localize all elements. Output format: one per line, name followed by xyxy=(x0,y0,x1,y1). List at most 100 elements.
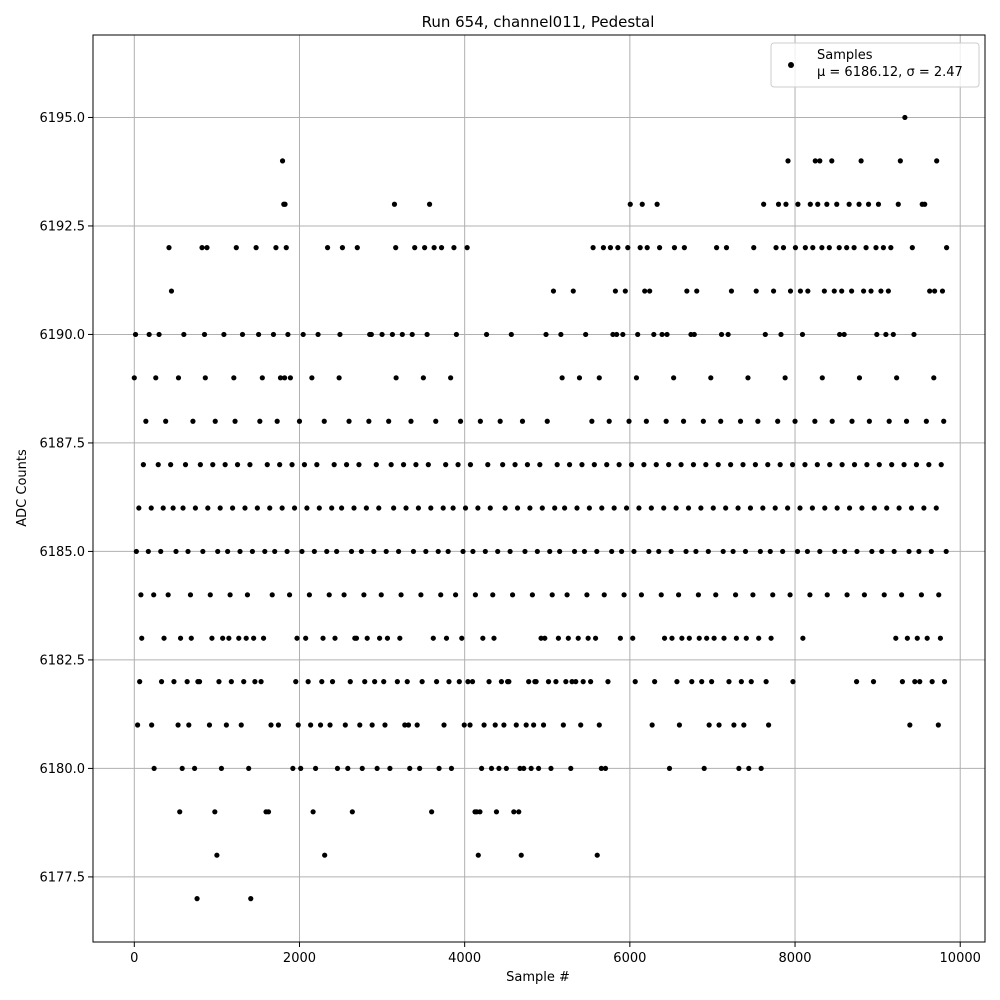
data-point xyxy=(376,635,383,641)
data-point xyxy=(849,418,855,424)
data-point xyxy=(255,331,262,338)
data-point xyxy=(856,201,862,207)
data-point xyxy=(723,505,729,511)
data-point xyxy=(533,679,539,685)
data-point xyxy=(293,679,299,685)
data-point xyxy=(433,418,439,424)
data-point xyxy=(443,635,450,641)
data-point xyxy=(206,722,213,728)
data-point xyxy=(527,505,533,511)
data-point xyxy=(233,245,239,251)
data-point xyxy=(251,635,257,641)
legend-box xyxy=(770,42,980,88)
data-point xyxy=(304,505,310,511)
data-point xyxy=(327,722,333,728)
data-point xyxy=(509,592,516,598)
legend-label: Samples xyxy=(817,48,873,63)
data-point xyxy=(433,679,440,685)
data-point xyxy=(804,548,811,555)
data-point xyxy=(711,635,717,641)
data-point xyxy=(168,288,175,294)
data-point xyxy=(257,418,263,424)
data-point xyxy=(294,635,300,641)
data-point xyxy=(496,765,502,772)
data-point xyxy=(373,462,379,468)
data-point xyxy=(526,679,532,685)
data-point xyxy=(145,548,151,555)
data-point xyxy=(671,245,678,251)
data-point xyxy=(933,505,939,511)
data-point xyxy=(299,548,305,555)
data-point xyxy=(628,462,635,468)
data-point xyxy=(200,548,206,555)
data-point xyxy=(475,505,481,511)
data-point xyxy=(863,245,869,251)
data-point xyxy=(562,505,568,511)
data-point xyxy=(548,765,554,772)
data-point xyxy=(679,635,685,641)
data-point xyxy=(618,548,625,555)
data-point xyxy=(824,201,830,207)
data-point xyxy=(831,288,837,294)
data-point xyxy=(802,462,808,468)
data-point xyxy=(860,288,867,294)
data-point xyxy=(596,722,602,728)
data-point xyxy=(821,288,827,294)
data-point xyxy=(579,462,585,468)
data-point xyxy=(216,679,222,685)
data-point xyxy=(492,722,498,728)
data-point xyxy=(706,722,712,728)
data-point xyxy=(854,548,860,555)
data-point xyxy=(553,679,559,685)
data-point xyxy=(446,679,452,685)
data-point xyxy=(737,418,744,424)
data-point xyxy=(282,375,288,381)
data-point xyxy=(502,505,508,511)
data-point xyxy=(369,722,375,728)
data-point xyxy=(453,331,460,338)
data-point xyxy=(218,765,225,772)
data-point xyxy=(642,288,648,294)
data-point xyxy=(841,548,848,555)
data-point xyxy=(837,331,843,338)
data-point xyxy=(341,592,347,598)
data-point xyxy=(703,462,709,468)
x-tick-label: 0 xyxy=(130,951,138,966)
data-point xyxy=(570,288,576,294)
data-point xyxy=(826,245,832,251)
data-point xyxy=(851,245,857,251)
data-point xyxy=(383,548,389,555)
data-point xyxy=(448,765,455,772)
data-point xyxy=(148,505,154,511)
data-point xyxy=(898,592,905,598)
data-point xyxy=(212,418,218,424)
data-point xyxy=(884,505,890,511)
data-point xyxy=(809,505,815,511)
data-point xyxy=(440,505,446,511)
data-point xyxy=(635,331,641,338)
data-point xyxy=(678,462,684,468)
data-point xyxy=(659,331,665,338)
data-point xyxy=(180,505,186,511)
data-point xyxy=(319,679,325,685)
data-point xyxy=(424,331,430,338)
data-point xyxy=(493,809,500,815)
data-point xyxy=(770,592,776,598)
data-point xyxy=(914,635,920,641)
data-point xyxy=(133,548,139,555)
data-point xyxy=(286,592,293,598)
data-point xyxy=(782,375,788,381)
data-point xyxy=(497,418,503,424)
data-point xyxy=(907,722,913,728)
data-point xyxy=(584,592,590,598)
data-point xyxy=(512,462,518,468)
data-point xyxy=(207,592,213,598)
data-point xyxy=(398,592,404,598)
data-point xyxy=(778,331,784,338)
y-axis-ticks: 6177.5 6180.0 6182.5 6185.0 6187.5 6190.0 6192… xyxy=(40,111,93,885)
data-point xyxy=(906,548,912,555)
data-point xyxy=(503,765,509,772)
data-point xyxy=(521,765,527,772)
